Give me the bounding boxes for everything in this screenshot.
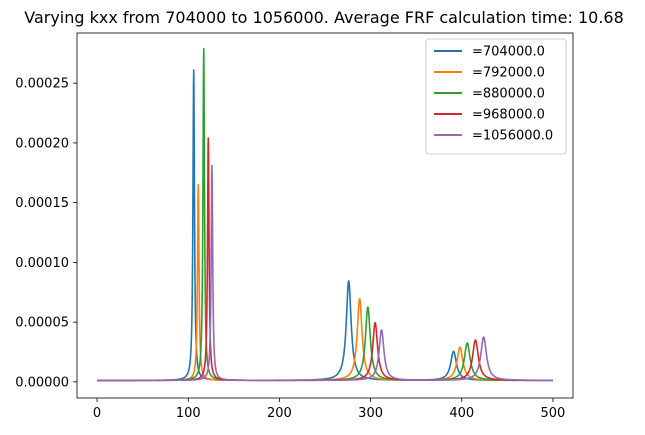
chart-title: Varying kxx from 704000 to 1056000. Aver…	[24, 8, 624, 27]
axes-layer: 0 100 200 300 400 500 0.00000 0.00005 0.00010 0.0…	[15, 32, 574, 421]
y-tick-label: 0.00010	[15, 256, 69, 271]
x-tick-label: 500	[541, 406, 566, 421]
y-tick-label: 0.00015	[15, 196, 69, 211]
legend-box	[425, 38, 567, 155]
x-tick-label: 0	[93, 406, 101, 421]
x-tick-label: 200	[267, 406, 292, 421]
x-tick-label: 300	[358, 406, 383, 421]
legend-label: =1056000.0	[472, 129, 553, 144]
y-tick-label: 0.00000	[15, 375, 69, 390]
x-tick-label: 400	[449, 406, 474, 421]
plot-frame	[76, 32, 574, 399]
series-layer	[96, 47, 554, 382]
series-line-5	[96, 164, 554, 382]
series-line-2	[96, 183, 554, 382]
y-tick-label: 0.00025	[15, 77, 69, 92]
legend-label: =792000.0	[472, 66, 545, 81]
y-tick-label: 0.00020	[15, 136, 69, 151]
legend: =704000.0 =792000.0 =880000.0 =968000.0 =105…	[425, 38, 567, 155]
legend-label: =704000.0	[472, 45, 545, 60]
x-tick-label: 100	[176, 406, 201, 421]
y-tick-label: 0.00005	[15, 316, 69, 331]
legend-label: =880000.0	[472, 87, 545, 102]
legend-label: =968000.0	[472, 108, 545, 123]
